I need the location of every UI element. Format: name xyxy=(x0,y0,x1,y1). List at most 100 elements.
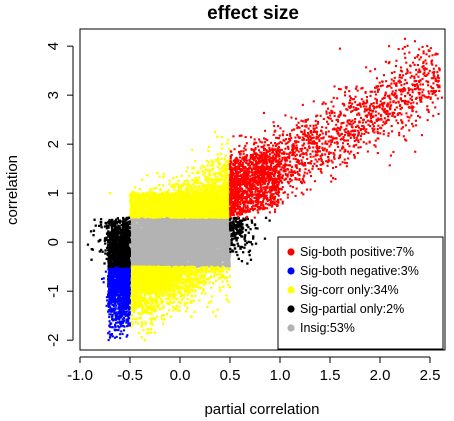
data-point xyxy=(212,251,216,254)
data-point xyxy=(148,257,151,260)
data-point xyxy=(142,253,145,257)
data-point xyxy=(140,228,143,231)
data-point xyxy=(213,234,216,237)
data-point xyxy=(179,247,182,250)
data-point xyxy=(215,255,219,258)
data-point xyxy=(223,244,226,247)
data-point xyxy=(159,264,162,268)
data-point xyxy=(177,236,180,240)
data-point xyxy=(219,239,222,242)
data-point xyxy=(149,219,152,222)
data-point xyxy=(137,228,140,231)
data-point xyxy=(161,248,164,251)
data-point xyxy=(143,261,146,264)
data-point xyxy=(216,239,219,242)
data-point xyxy=(199,260,202,263)
data-point xyxy=(143,252,147,255)
data-point xyxy=(165,264,168,267)
data-point xyxy=(148,236,151,239)
data-point xyxy=(145,219,148,223)
data-point xyxy=(228,243,231,246)
data-point xyxy=(144,224,147,227)
data-point xyxy=(161,252,164,256)
data-point xyxy=(192,241,195,245)
data-point xyxy=(225,261,228,264)
data-point xyxy=(205,228,208,231)
data-point xyxy=(164,219,167,222)
data-point xyxy=(171,246,174,249)
data-point xyxy=(132,219,135,222)
data-point xyxy=(166,263,170,266)
data-point xyxy=(187,248,190,252)
data-point xyxy=(174,236,177,239)
data-point xyxy=(143,223,146,226)
data-point xyxy=(216,220,220,223)
data-point xyxy=(183,252,187,255)
data-point xyxy=(137,229,140,233)
data-point xyxy=(225,238,228,241)
data-point xyxy=(213,227,217,230)
data-point xyxy=(179,264,182,267)
data-point xyxy=(155,263,158,266)
data-point xyxy=(191,252,195,255)
data-point xyxy=(201,220,204,223)
data-point xyxy=(151,225,154,228)
data-point xyxy=(184,254,187,258)
data-point xyxy=(131,241,134,244)
data-point xyxy=(172,245,175,249)
data-point xyxy=(211,255,214,258)
data-point xyxy=(179,257,182,260)
data-point xyxy=(196,231,200,234)
data-point xyxy=(146,252,150,255)
data-point xyxy=(179,236,182,239)
data-point xyxy=(205,253,208,256)
data-point xyxy=(142,221,146,225)
series-insig xyxy=(128,216,232,268)
data-point xyxy=(188,243,191,246)
data-point xyxy=(206,237,209,241)
data-point xyxy=(161,218,164,221)
data-point xyxy=(140,238,143,241)
data-point xyxy=(135,239,138,242)
data-point xyxy=(134,245,137,249)
data-point xyxy=(175,220,178,223)
data-point xyxy=(200,224,203,227)
data-point xyxy=(146,251,150,254)
data-point xyxy=(182,233,185,236)
data-point xyxy=(147,246,150,249)
data-point xyxy=(200,263,203,266)
data-point xyxy=(132,252,135,255)
data-point xyxy=(145,217,148,220)
data-point xyxy=(155,249,158,252)
data-point xyxy=(177,238,180,241)
data-point xyxy=(137,246,140,250)
data-point xyxy=(143,230,146,233)
chart-title: effect size xyxy=(207,3,299,24)
data-point xyxy=(192,248,195,251)
data-point xyxy=(182,227,186,230)
data-point xyxy=(222,244,225,247)
data-point xyxy=(214,221,217,224)
data-point xyxy=(183,247,186,250)
data-point xyxy=(228,233,231,236)
data-point xyxy=(135,254,138,257)
data-point xyxy=(214,232,217,235)
data-point xyxy=(217,226,220,229)
data-point xyxy=(195,220,198,223)
data-point xyxy=(227,240,231,243)
data-point xyxy=(221,263,224,266)
data-point xyxy=(138,258,141,261)
data-point xyxy=(198,242,202,245)
data-point xyxy=(165,260,168,263)
data-point xyxy=(151,237,154,240)
data-point xyxy=(167,221,170,224)
data-point xyxy=(225,231,228,234)
data-point xyxy=(186,258,189,262)
data-point xyxy=(135,228,138,231)
data-point xyxy=(164,226,167,230)
data-point xyxy=(218,221,221,225)
data-point xyxy=(219,230,222,233)
data-point xyxy=(172,223,175,226)
data-point xyxy=(185,232,188,235)
